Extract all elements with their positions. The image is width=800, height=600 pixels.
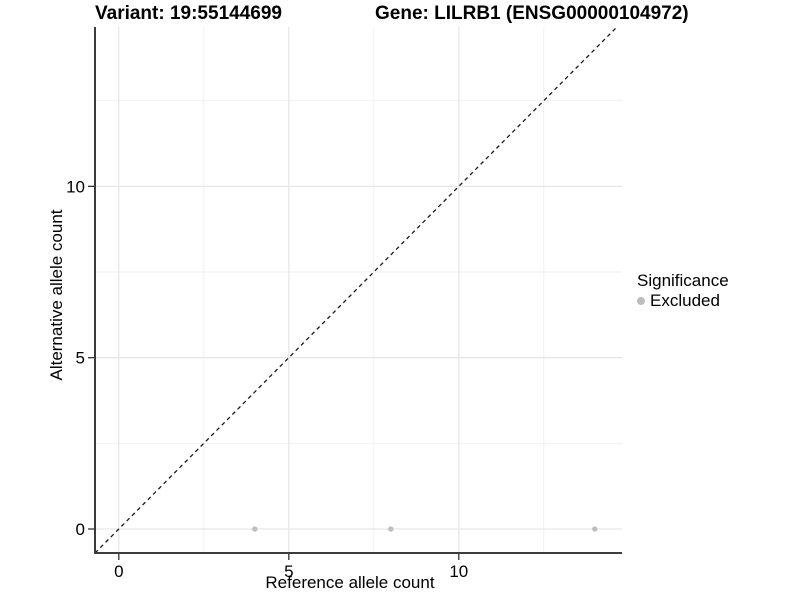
legend-title: Significance bbox=[637, 271, 729, 290]
legend-items: Excluded bbox=[637, 291, 729, 310]
data-point bbox=[252, 526, 258, 532]
identity-line bbox=[94, 26, 618, 554]
legend-item-label: Excluded bbox=[650, 291, 720, 310]
gene-title: Gene: LILRB1 (ENSG00000104972) bbox=[375, 3, 689, 24]
y-tick-label: 10 bbox=[66, 177, 85, 196]
legend-item: Excluded bbox=[637, 291, 729, 310]
variant-title: Variant: 19:55144699 bbox=[95, 3, 282, 24]
x-axis-label: Reference allele count bbox=[265, 573, 435, 592]
y-tick-label: 0 bbox=[76, 520, 85, 539]
x-tick-label: 0 bbox=[114, 562, 123, 581]
x-tick-label: 10 bbox=[449, 562, 468, 581]
y-tick-label: 5 bbox=[76, 349, 85, 368]
legend-key-point bbox=[637, 296, 645, 305]
legend: Significance Excluded bbox=[637, 271, 729, 310]
data-point bbox=[592, 526, 598, 532]
x-tick-label: 5 bbox=[284, 562, 293, 581]
data-point bbox=[388, 526, 394, 532]
